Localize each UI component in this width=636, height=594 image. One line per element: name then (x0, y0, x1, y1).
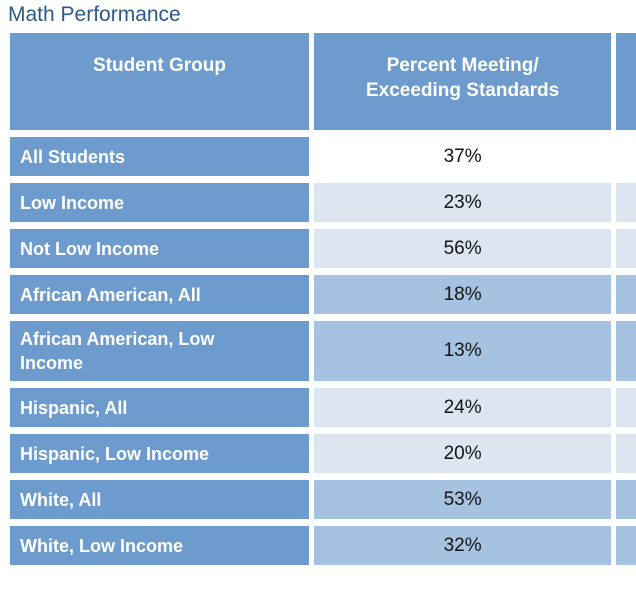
col-header-student-group: Student Group (10, 33, 314, 137)
group-cell: Low Income (10, 183, 314, 229)
cutoff-cell (616, 480, 636, 526)
table-row: Hispanic, Low Income 20% (10, 434, 636, 480)
cutoff-cell (616, 229, 636, 275)
value-cell: 32% (313, 526, 617, 565)
value-cell: 56% (313, 229, 617, 275)
table-row: African American, All 18% (10, 275, 636, 321)
table-row: All Students 37% (10, 137, 636, 183)
group-cell: Not Low Income (10, 229, 314, 275)
value-cell: 23% (313, 183, 617, 229)
col-header-percent-line2: Exceeding Standards (365, 80, 560, 101)
col-header-percent: Percent Meeting/ Exceeding Standards (313, 33, 617, 137)
group-cell: All Students (10, 137, 314, 183)
cutoff-cell (616, 321, 636, 388)
group-cell: African American, All (10, 275, 314, 321)
cutoff-cell (616, 526, 636, 565)
group-cell: Hispanic, Low Income (10, 434, 314, 480)
group-cell: White, All (10, 480, 314, 526)
cutoff-cell (616, 434, 636, 480)
math-performance-table: Student Group Percent Meeting/ Exceeding… (10, 33, 636, 565)
group-cell: African American, Low Income (10, 321, 314, 388)
value-cell: 20% (313, 434, 617, 480)
table-row: African American, Low Income 13% (10, 321, 636, 388)
header-row: Student Group Percent Meeting/ Exceeding… (10, 33, 636, 137)
value-cell: 24% (313, 388, 617, 434)
col-header-percent-line1: Percent Meeting/ (386, 55, 539, 76)
cutoff-cell (616, 388, 636, 434)
table-row: White, All 53% (10, 480, 636, 526)
col-header-student-group-label: Student Group (92, 55, 226, 76)
table-row: Hispanic, All 24% (10, 388, 636, 434)
value-cell: 53% (313, 480, 617, 526)
table-row: Not Low Income 56% (10, 229, 636, 275)
table-row: Low Income 23% (10, 183, 636, 229)
col-header-cutoff (616, 33, 636, 137)
value-cell: 13% (313, 321, 617, 388)
cutoff-cell (616, 275, 636, 321)
value-cell: 18% (313, 275, 617, 321)
cutoff-cell (616, 183, 636, 229)
table-row: White, Low Income 32% (10, 526, 636, 565)
value-cell: 37% (313, 137, 617, 183)
cutoff-cell (616, 137, 636, 183)
group-cell: White, Low Income (10, 526, 314, 565)
page-title: Math Performance (8, 3, 181, 26)
group-cell: Hispanic, All (10, 388, 314, 434)
